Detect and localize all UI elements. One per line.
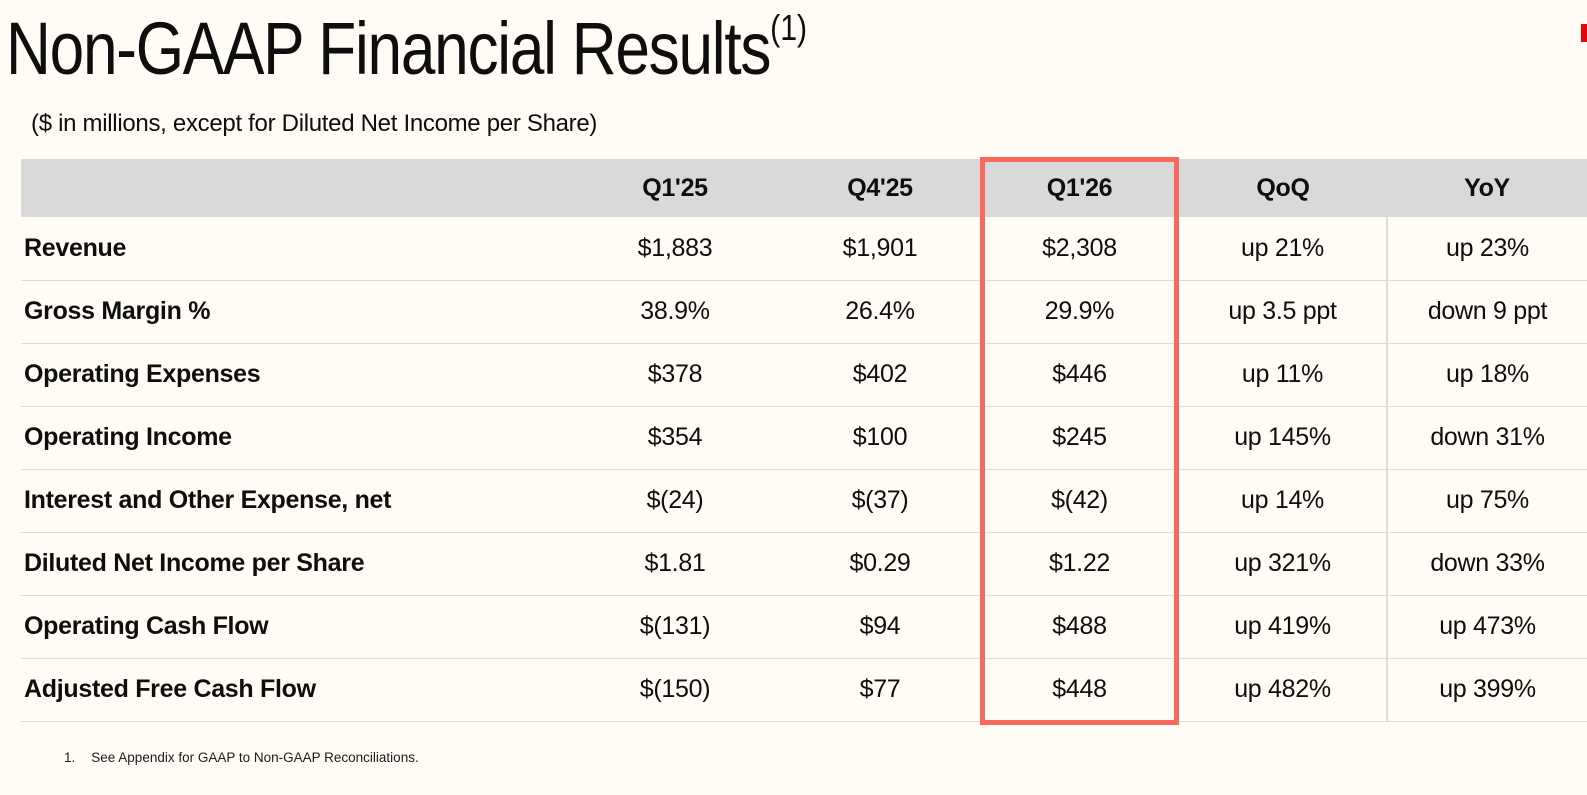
row-label: Gross Margin % <box>21 280 570 344</box>
cell-yoy: up 18% <box>1386 343 1587 407</box>
cell-qoq: up 3.5 ppt <box>1179 280 1387 344</box>
column-header-q1-26: Q1'26 <box>980 159 1179 217</box>
table-row: Adjusted Free Cash Flow $(150) $77 $448 up 4… <box>21 658 1587 722</box>
cell-qoq: up 145% <box>1179 406 1387 470</box>
table-row: Diluted Net Income per Share $1.81 $0.29 $1… <box>21 532 1587 596</box>
cell-q4-25: $100 <box>780 406 980 470</box>
footnote-number: 1. <box>64 750 76 765</box>
cell-yoy: up 75% <box>1386 469 1587 533</box>
row-label: Operating Expenses <box>21 343 570 407</box>
table-header-row: Q1'25 Q4'25 Q1'26 QoQ YoY <box>21 159 1587 217</box>
table-body: Revenue $1,883 $1,901 $2,308 up 21% up 23% Gro… <box>21 217 1587 722</box>
row-label: Interest and Other Expense, net <box>21 469 570 533</box>
cell-yoy: down 9 ppt <box>1386 280 1587 344</box>
row-label: Operating Income <box>21 406 570 470</box>
subtitle: ($ in millions, except for Diluted Net I… <box>31 110 598 137</box>
cell-q4-25: $1,901 <box>780 217 980 281</box>
footnote-text: See Appendix for GAAP to Non-GAAP Reconc… <box>91 750 419 765</box>
column-header-q4-25: Q4'25 <box>780 159 980 217</box>
cell-qoq: up 11% <box>1179 343 1387 407</box>
cell-q1-25: $378 <box>570 343 780 407</box>
cell-yoy: down 33% <box>1386 532 1587 596</box>
page-title: Non-GAAP Financial Results(1) <box>6 10 807 86</box>
row-label: Adjusted Free Cash Flow <box>21 658 570 722</box>
cell-qoq: up 21% <box>1179 217 1387 281</box>
table-row: Interest and Other Expense, net $(24) $(37… <box>21 469 1587 533</box>
footnote: 1. See Appendix for GAAP to Non-GAAP Rec… <box>64 750 419 765</box>
cell-q1-25: $1.81 <box>570 532 780 596</box>
cell-qoq: up 14% <box>1179 469 1387 533</box>
row-label: Revenue <box>21 217 570 281</box>
table-row: Revenue $1,883 $1,901 $2,308 up 21% up 23% <box>21 217 1587 281</box>
column-header-empty <box>21 159 570 217</box>
cell-qoq: up 321% <box>1179 532 1387 596</box>
cell-q1-26: $448 <box>980 658 1179 722</box>
cell-q4-25: 26.4% <box>780 280 980 344</box>
cell-q1-26: $1.22 <box>980 532 1179 596</box>
cell-q1-25: $(24) <box>570 469 780 533</box>
cell-q1-26: $488 <box>980 595 1179 659</box>
cell-q1-26: 29.9% <box>980 280 1179 344</box>
column-header-qoq: QoQ <box>1179 159 1387 217</box>
cell-yoy: up 23% <box>1386 217 1587 281</box>
cell-yoy: up 399% <box>1386 658 1587 722</box>
cell-q1-26: $446 <box>980 343 1179 407</box>
cell-yoy: down 31% <box>1386 406 1587 470</box>
page-title-text: Non-GAAP Financial Results <box>6 7 771 90</box>
cell-yoy: up 473% <box>1386 595 1587 659</box>
row-label: Operating Cash Flow <box>21 595 570 659</box>
cell-q1-25: $1,883 <box>570 217 780 281</box>
logo-icon <box>1581 24 1587 42</box>
title-footnote-reference: (1) <box>770 7 808 48</box>
cell-q1-26: $(42) <box>980 469 1179 533</box>
table-row: Operating Income $354 $100 $245 up 145% down … <box>21 406 1587 470</box>
cell-q4-25: $(37) <box>780 469 980 533</box>
table-row: Gross Margin % 38.9% 26.4% 29.9% up 3.5 ppt d… <box>21 280 1587 344</box>
cell-q1-26: $245 <box>980 406 1179 470</box>
cell-q1-25: 38.9% <box>570 280 780 344</box>
column-header-q1-25: Q1'25 <box>570 159 780 217</box>
column-header-yoy: YoY <box>1387 159 1587 217</box>
cell-qoq: up 419% <box>1179 595 1387 659</box>
cell-q1-25: $354 <box>570 406 780 470</box>
financial-results-table: Q1'25 Q4'25 Q1'26 QoQ YoY Revenue $1,883 $1,90… <box>21 159 1587 722</box>
cell-q4-25: $0.29 <box>780 532 980 596</box>
table-row: Operating Cash Flow $(131) $94 $488 up 419% u… <box>21 595 1587 659</box>
cell-q1-25: $(131) <box>570 595 780 659</box>
cell-q4-25: $94 <box>780 595 980 659</box>
row-label: Diluted Net Income per Share <box>21 532 570 596</box>
cell-qoq: up 482% <box>1179 658 1387 722</box>
cell-q1-25: $(150) <box>570 658 780 722</box>
table-row: Operating Expenses $378 $402 $446 up 11% up 1… <box>21 343 1587 407</box>
cell-q4-25: $77 <box>780 658 980 722</box>
cell-q4-25: $402 <box>780 343 980 407</box>
cell-q1-26: $2,308 <box>980 217 1179 281</box>
